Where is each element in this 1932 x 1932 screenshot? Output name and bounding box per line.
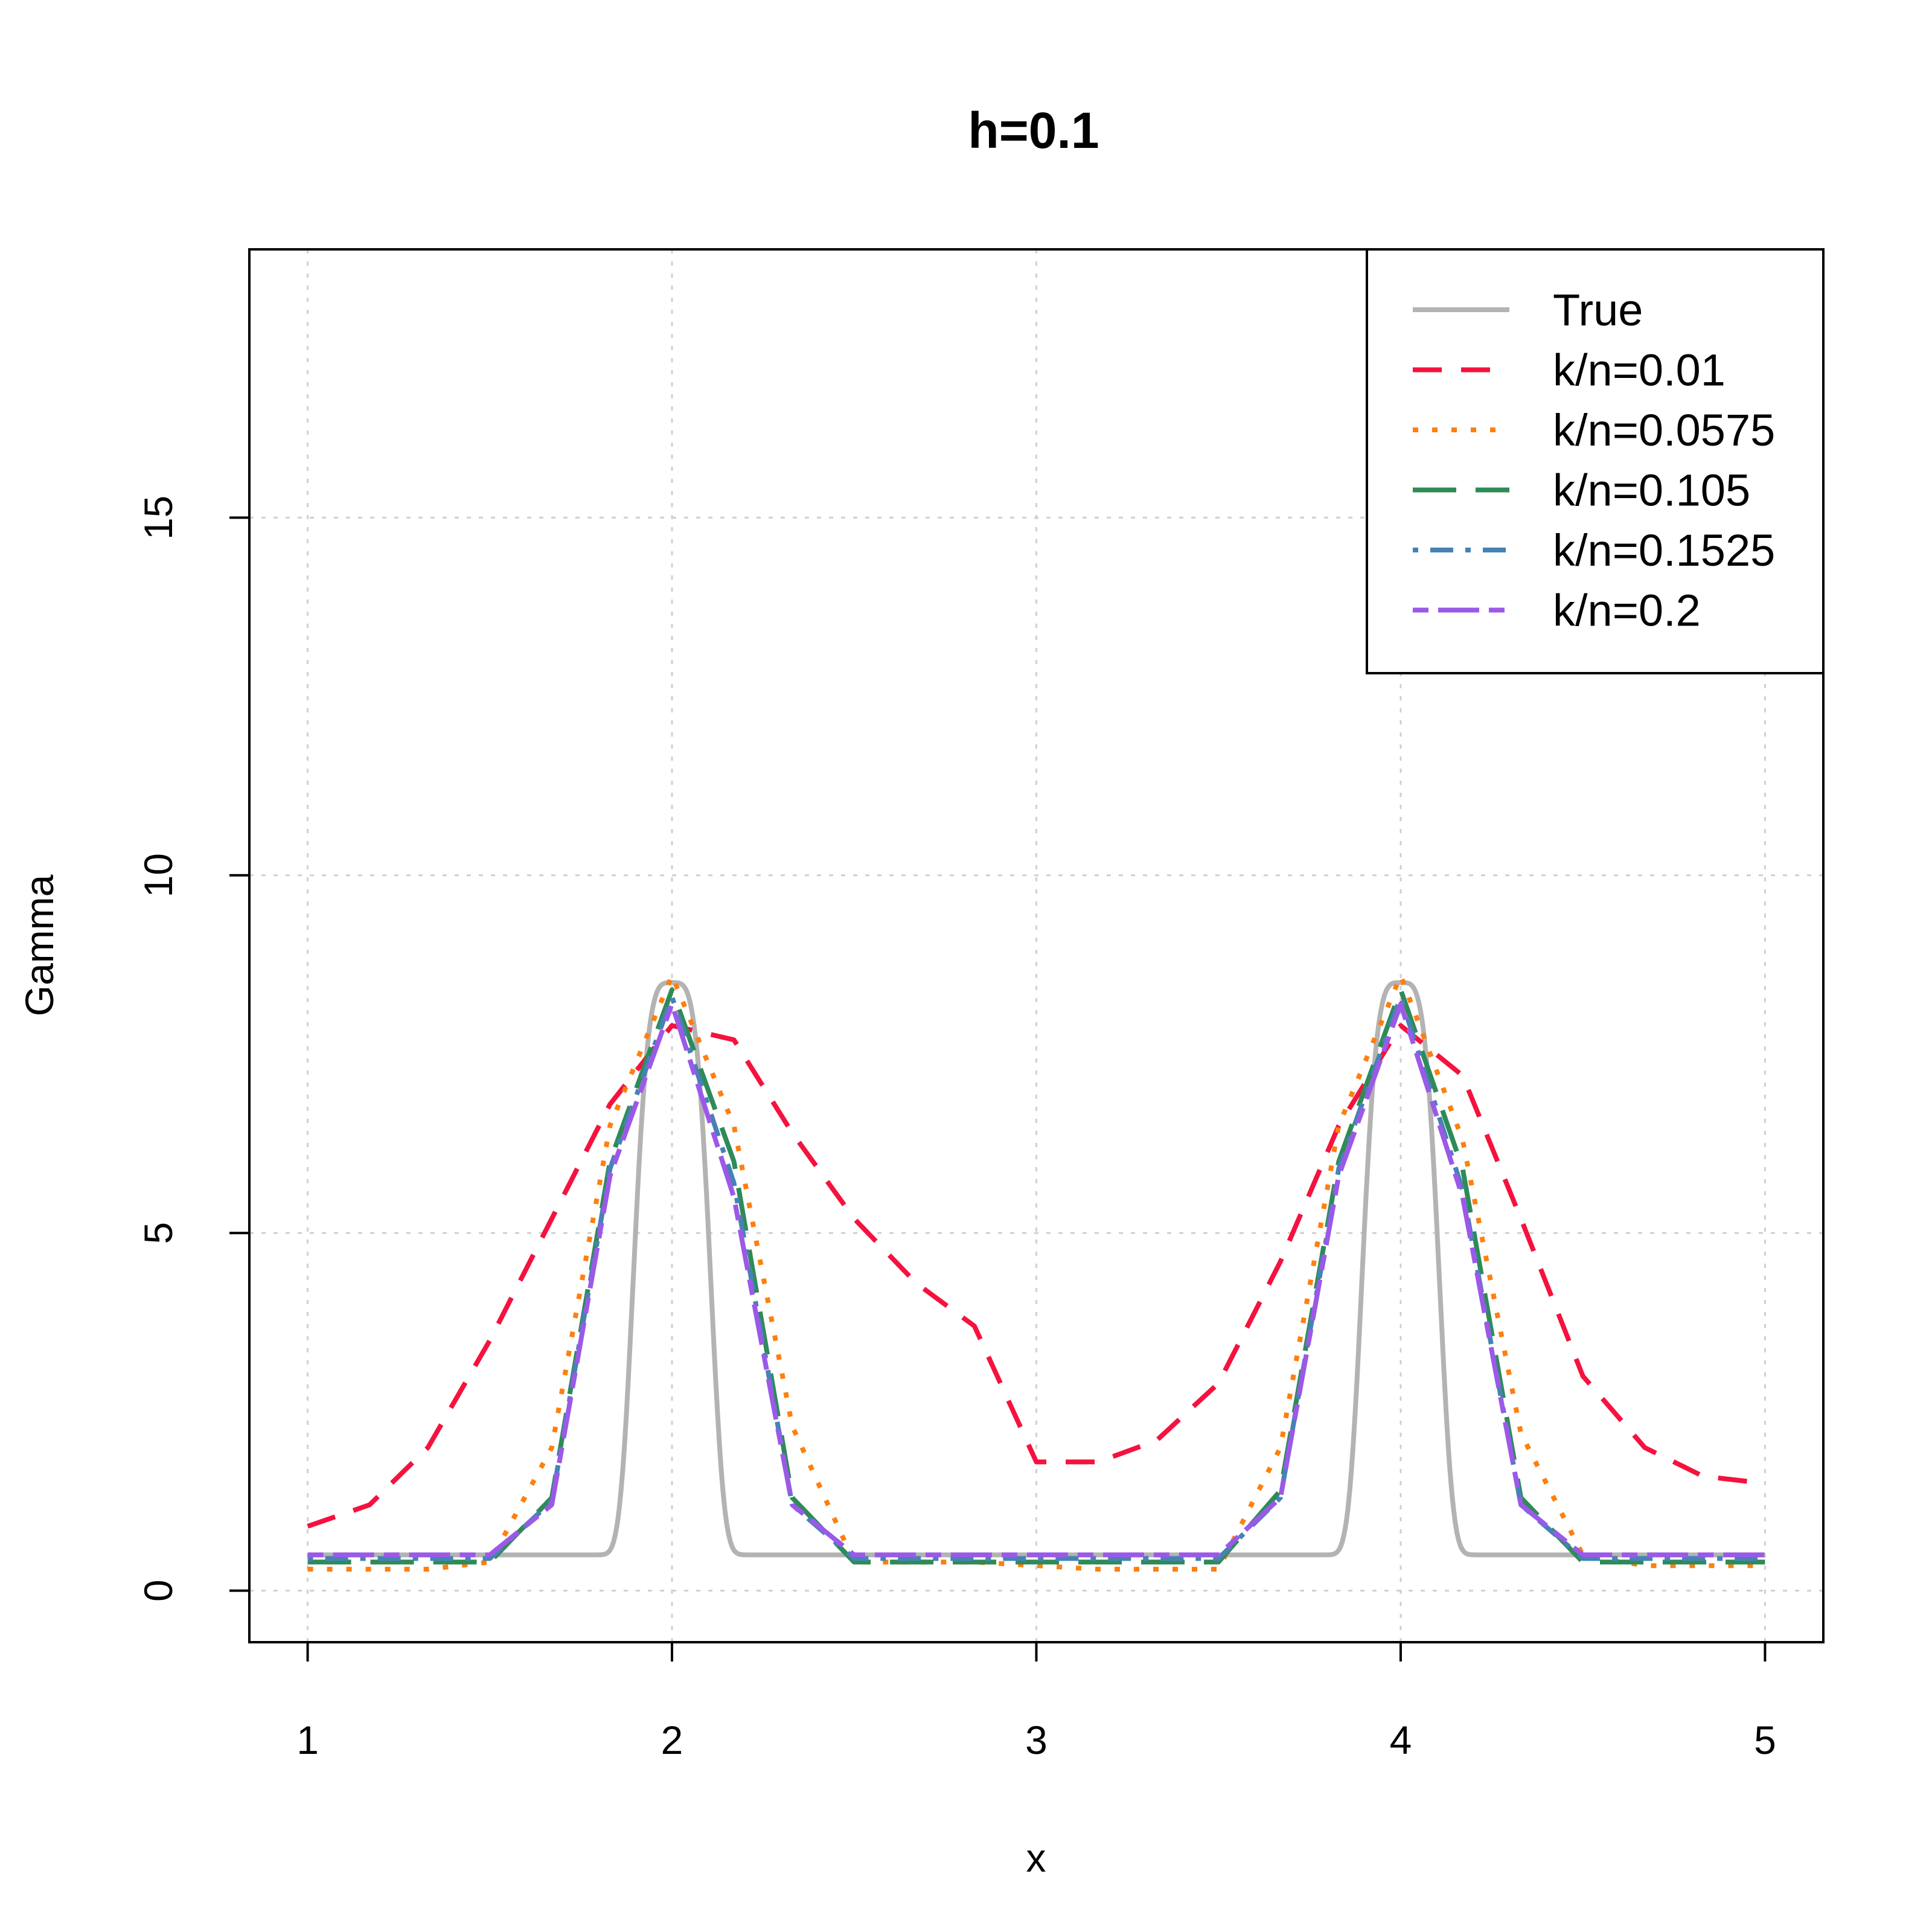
- series-line-1: [307, 973, 1765, 1572]
- legend-items: True k/n=0.01 k/n=0.0575 k/n=0.105 k/n=0.152…: [1413, 285, 1775, 636]
- y-tick-label-0: 0: [136, 1579, 181, 1602]
- legend-label-1: k/n=0.01: [1553, 345, 1726, 395]
- x-axis: 1 2 3 4 5: [296, 1641, 1776, 1762]
- x-tick-label-1: 2: [661, 1718, 683, 1762]
- legend-label-2: k/n=0.0575: [1553, 405, 1775, 455]
- chart-title: h=0.1: [968, 102, 1099, 159]
- legend-label-5: k/n=0.2: [1553, 586, 1701, 636]
- y-axis-title: Gamma: [17, 874, 62, 1016]
- x-tick-label-0: 1: [296, 1718, 319, 1762]
- series-line-0: [307, 1023, 1765, 1529]
- series-line-4: [307, 1002, 1765, 1558]
- legend-label-4: k/n=0.1525: [1553, 525, 1775, 575]
- y-tick-label-1: 5: [136, 1222, 181, 1244]
- x-axis-title: x: [1026, 1835, 1046, 1880]
- legend-label-3: k/n=0.105: [1553, 465, 1750, 516]
- legend-box: [1366, 248, 1825, 674]
- y-tick-label-3: 15: [136, 496, 181, 540]
- x-tick-label-3: 4: [1390, 1718, 1412, 1762]
- x-tick-label-2: 3: [1025, 1718, 1048, 1762]
- legend-label-0: True: [1553, 285, 1643, 335]
- y-tick-label-2: 10: [136, 853, 181, 897]
- x-tick-label-4: 5: [1754, 1718, 1776, 1762]
- legend: True k/n=0.01 k/n=0.0575 k/n=0.105 k/n=0.152…: [1366, 248, 1825, 674]
- y-axis: 0 5 10 15: [136, 496, 251, 1602]
- series-layer: [307, 973, 1765, 1572]
